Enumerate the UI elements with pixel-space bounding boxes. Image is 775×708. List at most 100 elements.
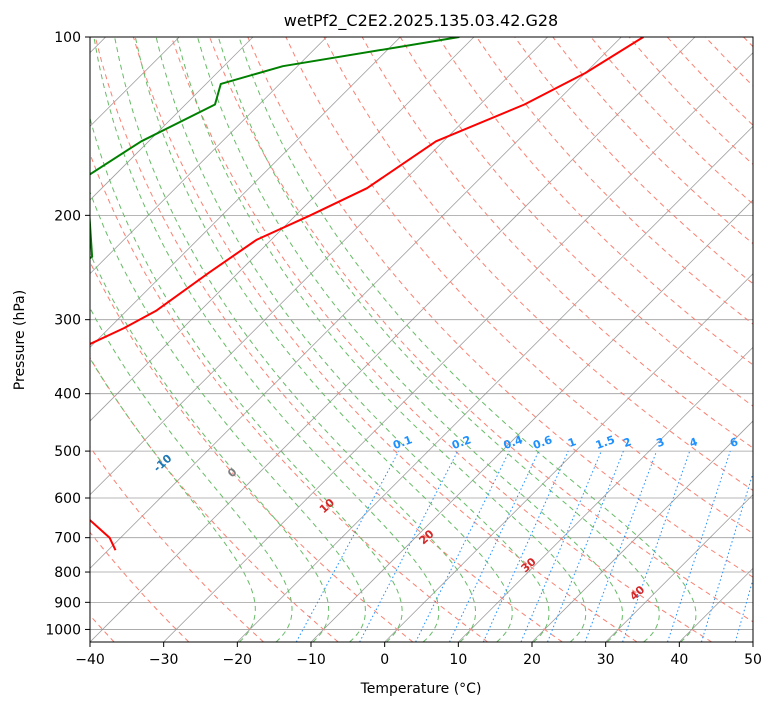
y-tick-label: 500: [54, 444, 81, 460]
moist-adiabat-line: [238, 37, 697, 642]
plot-area: -100-90-80-70-60-50-40-30-20-10010203040…: [0, 37, 775, 642]
y-tick-label: 700: [54, 531, 81, 547]
sounding-traces: [90, 37, 644, 551]
y-axis: 100 200 300 400 500 600 700 800 900 1000: [45, 30, 90, 638]
dry-adiabat-line: [476, 37, 753, 325]
isopleth-labels: -100-90-80-70-60-50-40-30-20-10010203040…: [0, 372, 740, 603]
moist-adiabat-line: [93, 37, 440, 642]
y-tick-label: 600: [54, 491, 81, 507]
isotherm-line: [605, 494, 753, 642]
moist-adiabat-line: [176, 37, 587, 642]
mixing-ratio-line: [734, 577, 753, 642]
mixing-ratio-label: 0.2: [450, 433, 473, 452]
plot-frame: [89, 36, 754, 643]
moist-adiabat-line: [134, 37, 513, 642]
dry-adiabat-line: [552, 37, 753, 245]
x-tick-label: 10: [449, 652, 467, 668]
y-tick-label: 100: [54, 30, 81, 46]
y-axis-label: Pressure (hPa): [12, 290, 28, 390]
dry-adiabat-line: [171, 37, 712, 642]
isotherm-line: [90, 37, 401, 348]
mixing-ratio-label: 6: [728, 435, 740, 450]
dry-adiabat-line: [437, 37, 753, 366]
isotherm-line: [237, 125, 753, 642]
x-tick-label: 40: [670, 652, 688, 668]
dry-adiabat-label: -10: [151, 452, 175, 475]
mixing-ratio-line: [482, 450, 569, 642]
moist-adiabat-line: [90, 306, 293, 642]
mixing-ratio-line: [415, 450, 510, 642]
y-tick-label: 900: [54, 595, 81, 611]
dry-adiabat-label: 40: [627, 583, 647, 603]
dry-adiabat-line: [90, 260, 414, 642]
y-tick-label: 400: [54, 387, 81, 403]
dry-adiabat-line: [743, 37, 753, 48]
isotherm-line: [531, 420, 753, 642]
mixing-ratio-line: [547, 450, 624, 642]
dry-adiabat-line: [132, 37, 638, 642]
dry-adiabat-line: [90, 446, 264, 642]
mixing-ratio-label: 0.4: [502, 433, 525, 452]
dewpoint-trace: [90, 37, 460, 260]
mixing-ratio-label: 3: [655, 435, 667, 450]
isotherm-line: [310, 199, 753, 642]
dry-adiabat-lines: [90, 37, 753, 642]
moist-adiabat-line: [90, 116, 403, 642]
y-tick-label: 300: [54, 313, 81, 329]
mixing-ratio-line: [700, 471, 753, 642]
chart-title: wetPf2_C2E2.2025.135.03.42.G28: [284, 11, 558, 31]
mixing-ratio-line: [520, 450, 602, 642]
isotherm-line: [384, 273, 753, 642]
isotherm-line: [90, 37, 475, 422]
dry-adiabat-label: 20: [417, 527, 437, 547]
y-tick-label: 800: [54, 565, 81, 581]
dry-adiabat-line: [90, 152, 488, 642]
moist-adiabat-line: [90, 357, 256, 642]
mixing-ratio-line: [584, 450, 658, 642]
dry-adiabat-label: 0: [225, 465, 240, 480]
x-tick-label: 20: [523, 652, 541, 668]
mixing-ratio-lines: [295, 450, 775, 642]
mixing-ratio-label: 2: [621, 435, 633, 450]
mixing-ratio-line: [295, 450, 400, 642]
x-tick-label: 30: [597, 652, 615, 668]
mixing-ratio-line: [769, 451, 775, 642]
mixing-ratio-line: [667, 450, 731, 642]
moist-adiabat-line: [197, 37, 624, 642]
dry-adiabat-line: [704, 37, 753, 87]
y-tick-label: 1000: [45, 622, 81, 638]
mixing-ratio-label: 1: [566, 435, 578, 450]
mixing-ratio-label: 1.5: [594, 433, 617, 452]
dry-adiabat-label: -20: [63, 413, 87, 436]
dry-adiabat-line: [399, 37, 753, 407]
x-tick-label: −30: [149, 652, 179, 668]
mixing-ratio-label: 4: [688, 435, 700, 450]
isotherm-line: [90, 37, 327, 275]
dry-adiabat-line: [666, 37, 753, 126]
isotherm-line: [679, 567, 753, 642]
y-tick-label: 200: [54, 208, 81, 224]
moist-adiabat-line: [114, 37, 476, 642]
moist-adiabat-line: [155, 37, 550, 642]
x-tick-label: 50: [744, 652, 762, 668]
dry-adiabat-label: -30: [0, 372, 6, 395]
x-tick-label: −10: [296, 652, 326, 668]
isotherm-line: [90, 37, 548, 496]
moist-adiabat-line: [217, 37, 660, 642]
dry-adiabat-line: [90, 531, 190, 642]
dry-adiabat-line: [209, 37, 753, 623]
dry-adiabat-line: [514, 37, 753, 285]
isotherm-line: [752, 641, 753, 642]
isobar-lines: [90, 37, 753, 630]
mixing-ratio-label: 0.1: [391, 433, 414, 452]
dry-adiabat-line: [94, 37, 563, 642]
moist-adiabat-line: [90, 190, 366, 642]
dry-adiabat-line: [361, 37, 753, 449]
isotherm-line: [90, 37, 696, 642]
moist-adiabat-line: [90, 252, 330, 642]
x-axis-label: Temperature (°C): [360, 681, 482, 697]
x-tick-label: −40: [75, 652, 105, 668]
moist-adiabat-lines: [90, 37, 697, 642]
mixing-ratio-line: [622, 450, 691, 642]
